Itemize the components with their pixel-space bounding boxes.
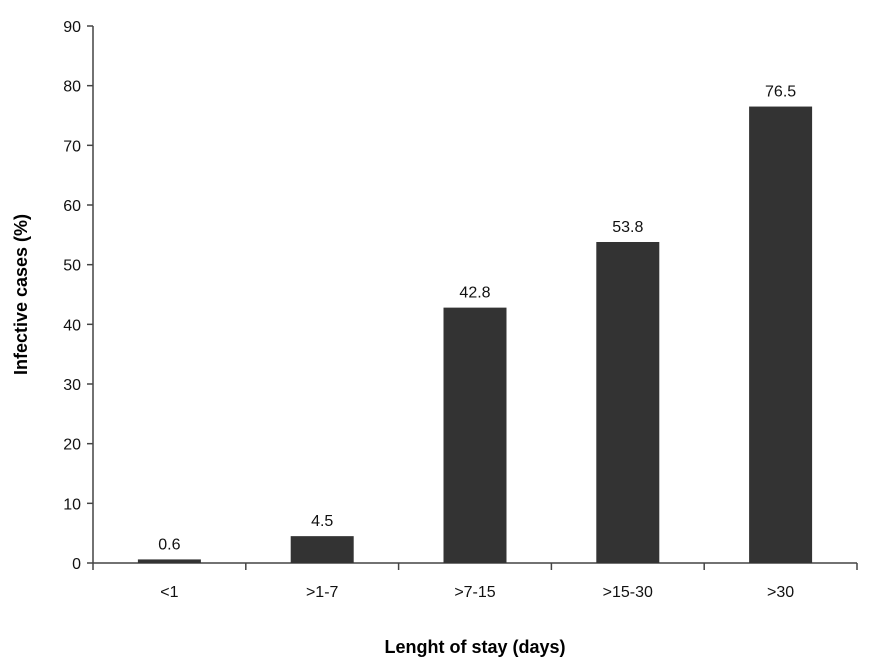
y-tick-label: 40 [63,317,81,334]
y-tick-label: 60 [63,198,81,215]
y-tick-label: 0 [72,556,81,573]
x-tick-label: <1 [160,584,178,601]
x-axis-title: Lenght of stay (days) [384,637,565,657]
bar-value-label: 53.8 [612,219,643,236]
y-tick-label: 70 [63,138,81,155]
y-tick-label: 50 [63,258,81,275]
x-axis: <1 >1-7 >7-15 >15-30 >30 [92,562,858,601]
y-tick-label: 30 [63,377,81,394]
x-tick-label: >1-7 [306,584,339,601]
bar-value-label: 76.5 [765,84,796,101]
bar-value-label: 42.8 [459,285,490,302]
y-tick-label: 10 [63,496,81,513]
bar [137,559,201,563]
y-axis: 0 10 20 30 40 50 60 70 80 90 [63,19,94,573]
bar-value-label: 0.6 [158,536,180,553]
x-tick-label: >7-15 [454,584,495,601]
bar-value-label: 4.5 [311,513,333,530]
y-tick-label: 80 [63,79,81,96]
bar [749,106,813,564]
bar [596,241,660,563]
x-tick-label: >30 [767,584,794,601]
x-tick-label: >15-30 [603,584,653,601]
data-labels: 0.6 4.5 42.8 53.8 76.5 [158,84,796,554]
y-tick-label: 90 [63,19,81,36]
bars [137,106,813,564]
y-tick-label: 20 [63,437,81,454]
bar [290,536,354,563]
y-axis-title: Infective cases (%) [11,214,31,375]
bar [443,307,507,563]
